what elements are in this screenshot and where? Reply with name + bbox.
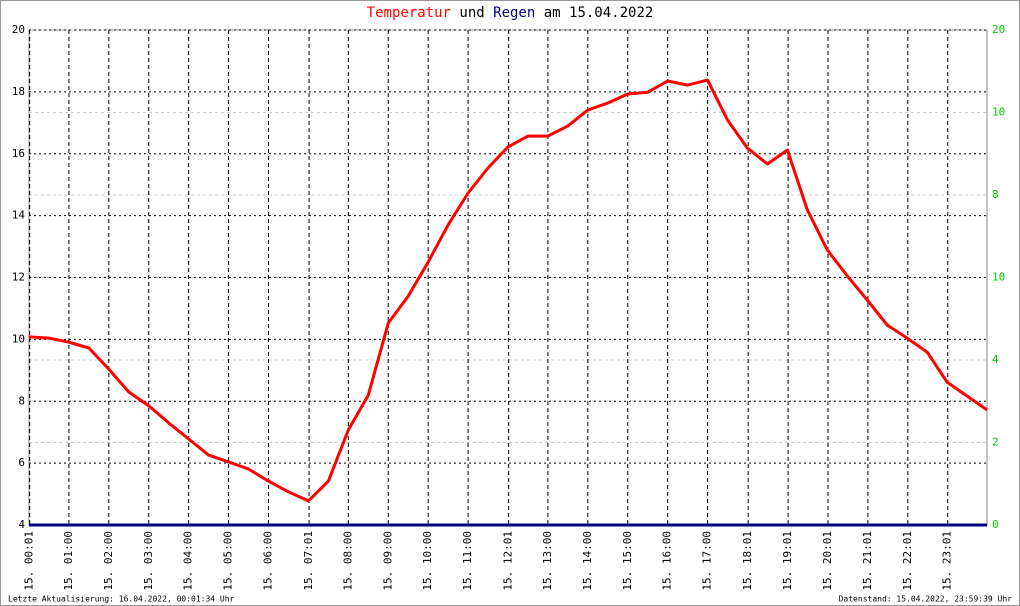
title-part: am 15.04.2022 [544,5,654,21]
y-tick-label: 12 [12,271,25,284]
x-tick-label: 15. 01:00 [62,531,75,591]
y2-tick-label: 2 [992,436,999,449]
x-tick-label: 15. 04:00 [182,531,195,591]
title-part: Regen [493,5,535,21]
x-tick-label: 15. 16:00 [661,531,674,591]
x-tick-label: 15. 17:00 [701,531,714,591]
footer-left: Letzte Aktualisierung: 16.04.2022, 00:01… [8,595,235,604]
title-part: und [459,5,484,21]
y2-tick-label: 10 [992,271,1005,284]
x-tick-label: 15. 08:00 [341,531,354,591]
x-tick-label: 15. 03:00 [142,531,155,591]
y-tick-label: 14 [12,209,26,222]
x-tick-label: 15. 12:01 [502,531,515,591]
footer-right: Datenstand: 15.04.2022, 23:59:39 Uhr [839,595,1013,604]
y-tick-label: 4 [18,518,25,531]
x-tick-label: 15. 23:01 [941,531,954,591]
x-tick-label: 15. 05:00 [222,531,235,591]
y-tick-label: 8 [18,394,25,407]
x-tick-label: 15. 00:01 [23,531,36,591]
x-tick-label: 15. 20:01 [821,531,834,591]
y-tick-label: 10 [12,332,25,345]
y2-tick-label: 8 [992,188,999,201]
y-tick-label: 18 [12,85,25,98]
x-tick-label: 15. 11:00 [461,531,474,591]
series-line [28,78,988,503]
y2-tick-label: 10 [992,106,1005,119]
x-tick-label: 15. 18:01 [741,531,754,591]
x-tick-label: 15. 21:01 [861,531,874,591]
x-tick-label: 15. 09:00 [381,531,394,591]
x-tick-label: 15. 14:00 [581,531,594,591]
x-tick-label: 15. 02:00 [102,531,115,591]
x-tick-label: 15. 15:00 [621,531,634,591]
y2-tick-label: 4 [992,353,999,366]
x-tick-label: 15. 06:00 [262,531,275,591]
y-tick-label: 6 [18,456,25,469]
x-tick-label: 15. 13:00 [541,531,554,591]
y-tick-label: 16 [12,147,25,160]
chart-title: Temperatur und Regen am 15.04.2022 [367,5,654,21]
y2-tick-label: 20 [992,23,1005,36]
x-tick-label: 15. 19:01 [781,531,794,591]
y-tick-label: 20 [12,23,25,36]
x-tick-label: 15. 07:01 [302,531,315,591]
y2-tick-label: 0 [992,518,999,531]
title-part: Temperatur [367,5,451,21]
x-tick-label: 15. 22:01 [901,531,914,591]
x-tick-label: 15. 10:00 [421,531,434,591]
